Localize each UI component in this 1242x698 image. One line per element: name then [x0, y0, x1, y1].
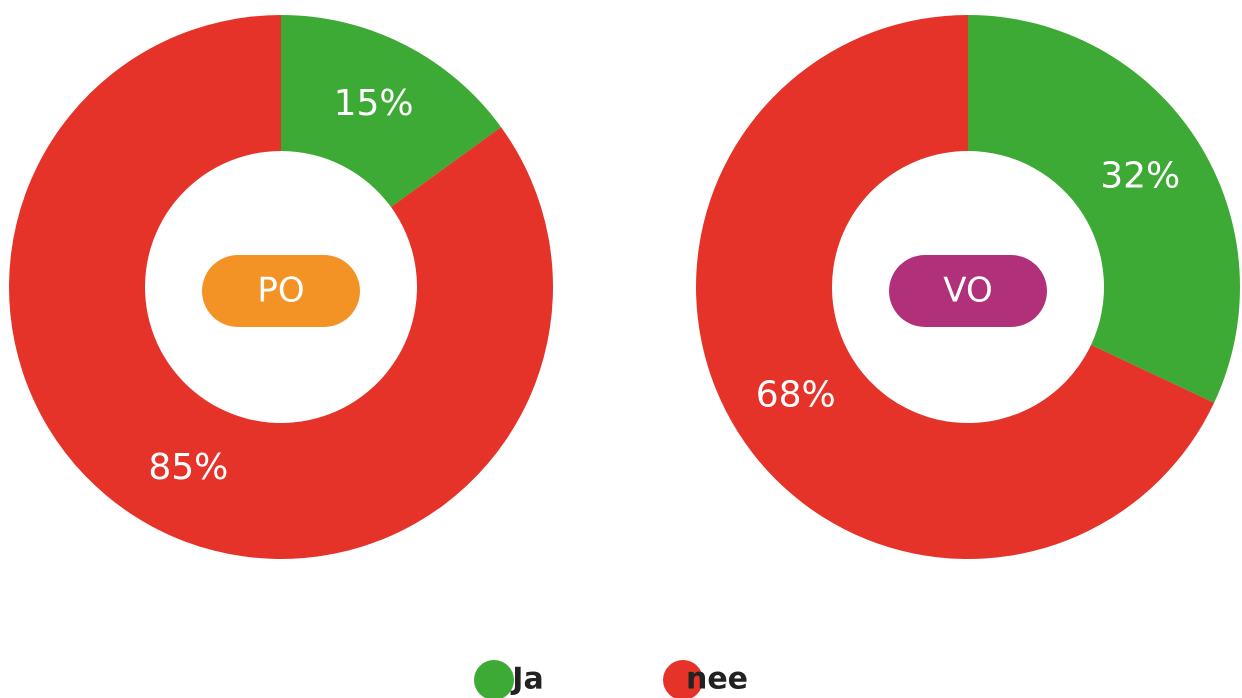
center-label: PO — [257, 271, 304, 311]
data-label: 15% — [334, 83, 414, 124]
legend-label: Ja — [510, 662, 543, 697]
legend-swatch — [663, 660, 703, 698]
legend-swatch — [474, 660, 514, 698]
legend-label: nee — [686, 662, 748, 697]
data-label: 32% — [1100, 156, 1180, 197]
slice — [968, 15, 1240, 403]
center-label: VO — [943, 271, 992, 311]
slice — [8, 15, 553, 559]
center-badge — [202, 255, 360, 327]
data-label: 85% — [148, 447, 228, 488]
slice — [695, 15, 1215, 559]
data-label: 68% — [756, 374, 836, 415]
center-badge — [889, 255, 1047, 327]
slice — [281, 15, 502, 208]
